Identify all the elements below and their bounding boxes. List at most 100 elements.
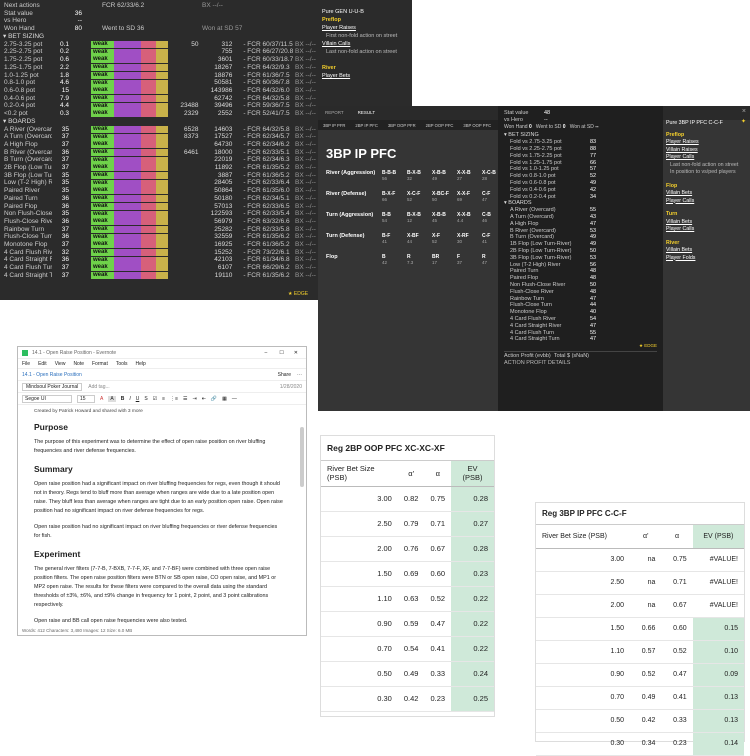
menu-item-help[interactable]: Help	[135, 360, 146, 367]
grid-cell[interactable]: BR 17	[432, 254, 457, 275]
note-title: 14.1 - Open Raise Position	[22, 371, 82, 378]
notebook-chip[interactable]: Mindsoul Poker Journal	[22, 382, 83, 391]
grid-cell[interactable]: B-X-F 66	[382, 191, 407, 212]
numbered-list-icon[interactable]: ⋮≡	[170, 395, 178, 402]
grid-cell[interactable]: X-B-B 45	[432, 212, 457, 233]
info-b-villain-raises[interactable]: Villain Raises	[666, 146, 698, 153]
menu-item-tools[interactable]: Tools	[115, 360, 128, 367]
grid-cell[interactable]: X-RF 30	[457, 233, 482, 254]
row-count-2: 57013	[214, 202, 233, 210]
bullet-list-icon[interactable]: ≡	[162, 395, 166, 402]
grid-cell[interactable]: X-X-B 4.4	[457, 212, 482, 233]
action-profit-details[interactable]: ACTION PROFIT DETAILS	[504, 359, 571, 366]
table-cell: 0.23	[424, 686, 452, 712]
weak-label: weak	[93, 94, 108, 101]
highlight-icon[interactable]: A	[108, 395, 116, 402]
info-player-bets[interactable]: Player Bets	[322, 73, 351, 79]
info-b-player-calls-2[interactable]: Player Calls	[666, 197, 695, 204]
grid-cell[interactable]: X-B-B 49	[432, 170, 457, 191]
grid-cell[interactable]: R 47	[482, 254, 507, 275]
grid-cell[interactable]: B-B 54	[382, 212, 407, 233]
table-cell: #VALUE!	[692, 548, 744, 572]
grid-cell[interactable]: B-B-B 56	[382, 170, 407, 191]
table-cell: 0.50	[536, 709, 631, 733]
grid-cell[interactable]: C-F 47	[482, 191, 507, 212]
bet-row: 0.2-0.4 pot 4.4 weak 23488 39496 - FCR 59/36/…	[0, 102, 320, 110]
indent-icon[interactable]: ⇥	[192, 395, 197, 402]
bar-seg-strong	[140, 125, 157, 133]
grid-cell[interactable]: F 37	[457, 254, 482, 275]
font-select[interactable]: Segoe UI	[22, 394, 72, 403]
menu-item-note[interactable]: Note	[73, 360, 84, 367]
grid-cell[interactable]: X-X-F 69	[457, 191, 482, 212]
subtab-4[interactable]: 3BP OOP PFC	[463, 123, 492, 128]
more-icon[interactable]: ⋯	[297, 371, 302, 378]
weak-bar: weak	[91, 87, 168, 95]
grid-cell-action: R	[407, 254, 411, 260]
grid-cell[interactable]: X-X-B 27	[457, 170, 482, 191]
grid-cell[interactable]: R 7.3	[407, 254, 432, 275]
close-window-icon[interactable]: ✕	[293, 349, 298, 356]
tab-result[interactable]: RESULT	[357, 110, 376, 115]
table-icon[interactable]: ▦	[222, 395, 227, 402]
info-b-villain-bets-2[interactable]: Villain Bets	[666, 218, 693, 225]
font-size-select[interactable]: 15	[77, 394, 95, 403]
table-header-cell: α'	[397, 461, 425, 487]
info-b-player-calls[interactable]: Player Calls	[666, 154, 695, 160]
row-fcr: - FCR 62/33/5.1	[243, 148, 290, 156]
grid-cell[interactable]: B-F 41	[382, 233, 407, 254]
share-button[interactable]: Share	[277, 371, 291, 378]
add-tag[interactable]: Add tag...	[88, 383, 110, 390]
strikethrough-icon[interactable]: S	[144, 395, 148, 402]
grid-cell[interactable]: B-X-B 32	[407, 170, 432, 191]
pin-icon[interactable]: ✦	[740, 119, 746, 125]
link-icon[interactable]: 🔗	[210, 395, 218, 402]
grid-cell[interactable]: B-X-B 12	[407, 212, 432, 233]
table-row: 0.90 0.52 0.47 0.09	[536, 663, 744, 687]
bold-icon[interactable]: B	[120, 395, 125, 402]
info-b-player-calls-3[interactable]: Player Calls	[666, 226, 695, 232]
info-b-villain-bets[interactable]: Villain Bets	[666, 190, 693, 196]
underline-icon[interactable]: U	[135, 395, 140, 402]
bar-seg-weak	[91, 233, 114, 241]
info-b-villain-bets-3[interactable]: Villain Bets	[666, 247, 693, 253]
grid-cell[interactable]: C-B 46	[482, 212, 507, 233]
rule-icon[interactable]: —	[231, 395, 237, 402]
minimize-icon[interactable]: –	[264, 349, 268, 356]
text-color-icon[interactable]: A	[100, 395, 104, 402]
info-b-player-folds[interactable]: Player Folds	[666, 254, 696, 261]
grid-cell[interactable]: B 42	[382, 254, 407, 275]
italic-icon[interactable]: I	[129, 395, 131, 402]
grid-cell[interactable]: C-F 41	[482, 233, 507, 254]
row-label: 1.0-1.25 pot	[4, 71, 39, 79]
subtab-3[interactable]: 2BP OOP PFC	[425, 123, 454, 128]
subtab-0[interactable]: 3BP IP PFR	[323, 123, 346, 128]
info-player-raises[interactable]: Player Raises	[322, 25, 356, 31]
menu-item-edit[interactable]: Edit	[38, 360, 47, 367]
board-item-value: 49	[590, 241, 597, 248]
close-icon[interactable]: ×	[741, 108, 746, 115]
grid-cell[interactable]: X-C-F 52	[407, 191, 432, 212]
info-villain-calls[interactable]: Villain Calls	[322, 41, 351, 47]
row-label: Rainbow Turn	[4, 225, 45, 233]
subtab-1[interactable]: 2BP IP PFC	[355, 123, 378, 128]
grid-cell[interactable]: X-F 52	[432, 233, 457, 254]
info-b-player-raises[interactable]: Player Raises	[666, 139, 699, 145]
grid-cell[interactable]: X-BF 44	[407, 233, 432, 254]
maximize-icon[interactable]: ☐	[279, 349, 284, 356]
scrollbar[interactable]	[300, 427, 304, 487]
subtab-2[interactable]: 3BP OOP PFR	[387, 123, 416, 128]
align-icon[interactable]: ☰	[183, 395, 188, 402]
grid-cell[interactable]: X-BC-F 50	[432, 191, 457, 212]
menu-item-view[interactable]: View	[54, 360, 66, 367]
row-value: 1.8	[59, 71, 69, 79]
tab-report[interactable]: REPORT	[325, 110, 344, 115]
grid-cell[interactable]: X-C-B 28	[482, 170, 507, 191]
row-value: 4.4	[59, 102, 69, 110]
outdent-icon[interactable]: ⇤	[201, 395, 206, 402]
bar-seg-weak	[91, 64, 114, 72]
row-count-2: 50180	[214, 194, 233, 202]
menu-item-format[interactable]: Format	[92, 360, 108, 367]
menu-item-file[interactable]: File	[22, 360, 31, 367]
checkbox-icon[interactable]: ☑	[152, 395, 158, 402]
